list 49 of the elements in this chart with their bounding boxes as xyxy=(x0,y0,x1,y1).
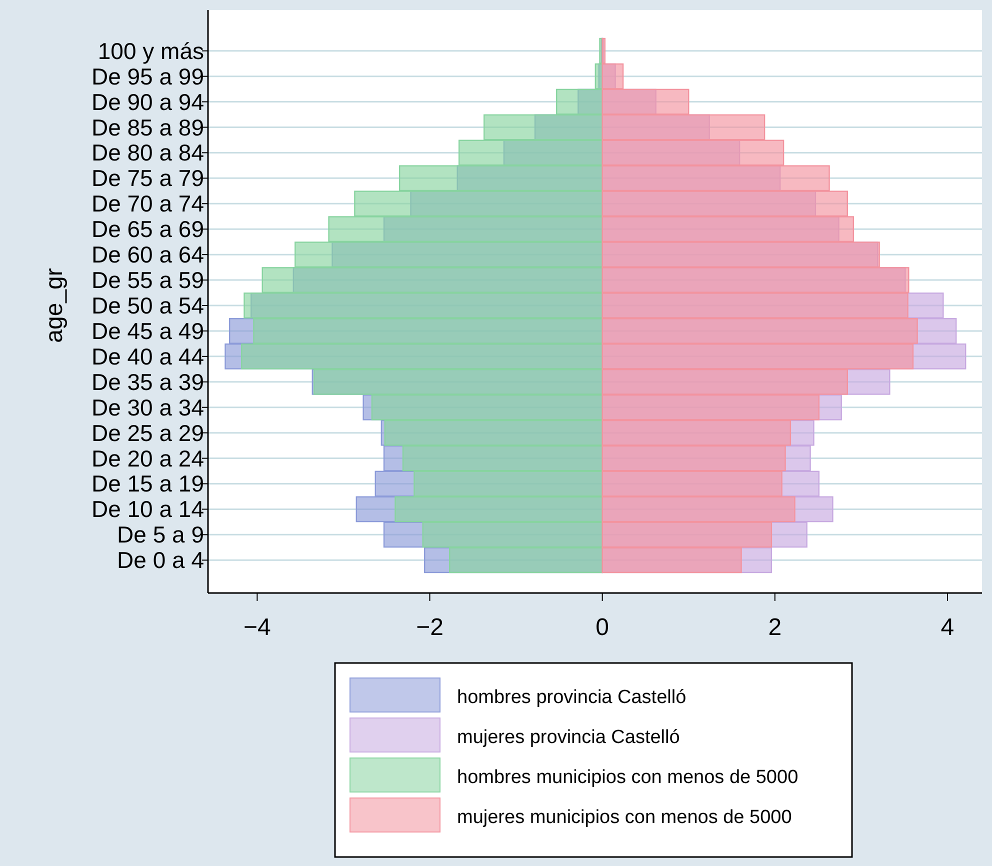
y-tick-label: De 65 a 69 xyxy=(91,216,204,242)
x-tick-label: −4 xyxy=(243,614,271,641)
y-tick-label: De 70 a 74 xyxy=(91,190,204,217)
bar xyxy=(556,88,603,115)
legend-label: mujeres provincia Castelló xyxy=(457,727,680,748)
y-tick-label: De 45 a 49 xyxy=(91,318,204,344)
bar xyxy=(602,114,766,140)
y-tick-label: De 30 a 34 xyxy=(91,394,204,420)
bar xyxy=(602,522,772,548)
legend-label: hombres municipios con menos de 5000 xyxy=(457,767,798,788)
bar xyxy=(602,165,830,192)
y-tick-label: De 60 a 64 xyxy=(91,242,204,268)
x-tick-label: 2 xyxy=(768,614,782,641)
y-tick-label: De 40 a 44 xyxy=(91,343,204,370)
y-axis-title: age_gr xyxy=(41,268,68,343)
y-tick-label: De 25 a 29 xyxy=(91,420,204,446)
bar xyxy=(602,547,742,574)
y-tick-label: De 75 a 79 xyxy=(91,165,204,192)
y-tick-label: De 35 a 39 xyxy=(91,368,204,395)
x-tick-label: 0 xyxy=(596,614,610,641)
bar xyxy=(602,88,690,115)
y-tick-label: De 95 a 99 xyxy=(91,63,204,90)
x-tick-label: 4 xyxy=(940,614,954,641)
y-tick-label: De 55 a 59 xyxy=(91,267,204,294)
x-tick-label: −2 xyxy=(416,614,444,641)
bar xyxy=(328,216,603,242)
bar xyxy=(354,190,603,217)
y-tick-label: De 85 a 89 xyxy=(91,114,204,140)
y-tick-label: De 50 a 54 xyxy=(91,292,204,318)
y-tick-label: 100 y más xyxy=(98,38,204,64)
bar xyxy=(602,63,624,90)
y-tick-label: De 20 a 24 xyxy=(91,445,204,472)
y-tick-label: De 10 a 14 xyxy=(91,496,204,522)
bar xyxy=(602,140,784,166)
y-tick-label: De 90 a 94 xyxy=(91,88,204,115)
y-tick-label: De 80 a 84 xyxy=(91,140,204,166)
bar xyxy=(394,496,603,522)
y-tick-label: De 5 a 9 xyxy=(117,522,204,548)
bar xyxy=(458,140,603,166)
bar xyxy=(484,114,603,140)
y-tick-label: De 0 a 4 xyxy=(117,547,204,574)
bar xyxy=(602,496,796,522)
bar xyxy=(602,470,782,497)
legend-label: hombres provincia Castelló xyxy=(457,687,686,708)
y-tick-label: De 15 a 19 xyxy=(91,470,204,497)
bar xyxy=(414,470,603,497)
bar xyxy=(422,522,603,548)
bar xyxy=(398,165,603,192)
legend-label: mujeres municipios con menos de 5000 xyxy=(457,807,792,828)
